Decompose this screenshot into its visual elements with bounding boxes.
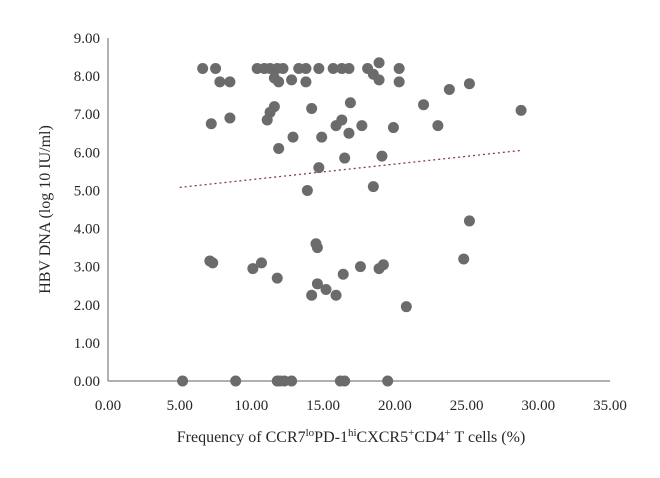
data-point xyxy=(273,76,285,88)
y-tick-label: 7.00 xyxy=(74,107,100,123)
data-point xyxy=(515,104,527,116)
y-tick-labels: 0.00 1.00 2.00 3.00 4.00 5.00 6.00 7.00 8.00 9.00 xyxy=(74,31,100,390)
data-point xyxy=(214,76,226,88)
data-point xyxy=(339,152,351,164)
trendline xyxy=(179,149,522,189)
data-point xyxy=(301,184,313,196)
data-point xyxy=(337,268,349,280)
data-point xyxy=(330,289,342,301)
data-point xyxy=(224,76,236,88)
data-point xyxy=(418,99,430,111)
data-point xyxy=(313,62,325,74)
x-tick-label: 20.00 xyxy=(378,398,412,414)
data-point xyxy=(463,78,475,90)
x-tick-label: 30.00 xyxy=(521,398,555,414)
data-point xyxy=(377,259,389,271)
y-tick-label: 1.00 xyxy=(74,336,100,352)
data-point xyxy=(356,120,368,132)
data-point xyxy=(373,74,385,86)
x-axis-title-part: PD-1 xyxy=(314,429,348,446)
data-point xyxy=(306,103,318,115)
data-point xyxy=(300,62,312,74)
data-point xyxy=(210,62,222,74)
data-point xyxy=(458,253,470,265)
x-tick-label: 35.00 xyxy=(593,398,627,414)
x-axis-title-superscript: + xyxy=(445,427,451,439)
data-point xyxy=(286,375,298,387)
data-point xyxy=(330,120,342,132)
data-point xyxy=(316,131,328,143)
y-tick-label: 6.00 xyxy=(74,145,100,161)
data-point xyxy=(313,162,325,174)
x-tick-label: 0.00 xyxy=(95,398,121,414)
data-point xyxy=(306,289,318,301)
data-point xyxy=(463,215,475,227)
data-point xyxy=(287,131,299,143)
data-point xyxy=(382,375,394,387)
x-axis-title-part: CD4 xyxy=(414,429,444,446)
data-point xyxy=(343,127,355,139)
y-tick-label: 4.00 xyxy=(74,222,100,238)
data-points xyxy=(177,57,527,387)
x-tick-label: 10.00 xyxy=(235,398,269,414)
data-point xyxy=(373,57,385,69)
data-point xyxy=(320,284,332,296)
x-axis-title-superscript: hi xyxy=(348,427,357,439)
data-point xyxy=(443,83,455,95)
x-axis-title-part: Frequency of CCR7 xyxy=(177,429,306,446)
data-point xyxy=(393,62,405,74)
y-axis-title: HBV DNA (log 10 IU/ml) xyxy=(37,125,54,294)
x-tick-label: 15.00 xyxy=(306,398,340,414)
axes xyxy=(107,38,610,382)
data-point xyxy=(255,257,267,269)
data-point xyxy=(376,150,388,162)
data-point xyxy=(261,114,273,126)
y-tick-label: 2.00 xyxy=(74,298,100,314)
data-point xyxy=(247,263,259,275)
data-point xyxy=(205,118,217,130)
data-point xyxy=(311,278,323,290)
x-tick-labels: 0.00 5.00 10.00 15.00 20.00 25.00 30.00 35.00 xyxy=(95,398,627,414)
data-point xyxy=(277,62,289,74)
data-point xyxy=(339,375,351,387)
data-point xyxy=(400,301,412,313)
y-tick-label: 0.00 xyxy=(74,374,100,390)
data-point xyxy=(300,76,312,88)
y-tick-label: 3.00 xyxy=(74,260,100,276)
y-tick-label: 9.00 xyxy=(74,31,100,47)
data-point xyxy=(387,122,399,134)
data-point xyxy=(354,261,366,273)
x-axis-title: Frequency of CCR7loPD-1hiCXCR5+CD4+ T ce… xyxy=(177,427,526,446)
x-axis-title-part: CXCR5 xyxy=(357,429,409,446)
x-axis-title-part: T cells (%) xyxy=(451,429,526,446)
data-point xyxy=(344,97,356,109)
data-point xyxy=(230,375,242,387)
x-tick-label: 5.00 xyxy=(167,398,193,414)
data-point xyxy=(286,74,298,86)
x-tick-label: 25.00 xyxy=(450,398,484,414)
y-tick-label: 8.00 xyxy=(74,69,100,85)
data-point xyxy=(311,242,323,254)
data-point xyxy=(197,62,209,74)
y-tick-label: 5.00 xyxy=(74,183,100,199)
data-point xyxy=(367,181,379,193)
data-point xyxy=(271,272,283,284)
data-point xyxy=(343,62,355,74)
data-point xyxy=(327,62,339,74)
data-point xyxy=(393,76,405,88)
data-point xyxy=(224,112,236,124)
x-axis-title-superscript: + xyxy=(408,427,414,439)
x-axis-title-superscript: lo xyxy=(306,427,315,439)
data-point xyxy=(177,375,189,387)
data-point xyxy=(273,143,285,155)
data-point xyxy=(432,120,444,132)
data-point xyxy=(207,257,219,269)
